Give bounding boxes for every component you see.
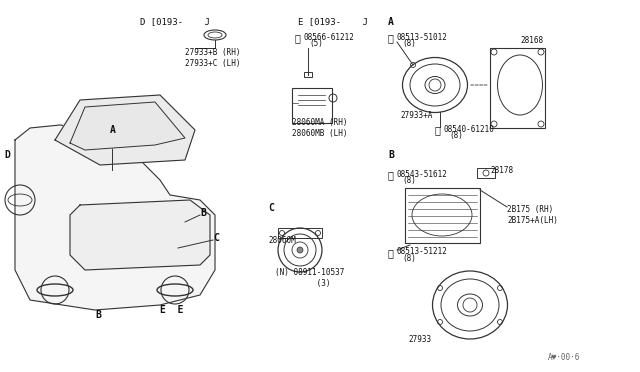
Text: (8): (8)	[402, 176, 416, 185]
Text: B: B	[95, 310, 101, 320]
Text: A: A	[110, 125, 116, 135]
Bar	[405, 188, 480, 243]
Text: 08543-51612: 08543-51612	[397, 170, 448, 179]
Text: B: B	[388, 150, 394, 160]
Text: 27933+B (RH)
27933+C (LH): 27933+B (RH) 27933+C (LH)	[185, 48, 241, 68]
Bar	[304, 72, 312, 77]
Text: 2B175 (RH)
2B175+A(LH): 2B175 (RH) 2B175+A(LH)	[507, 205, 558, 225]
Text: (8): (8)	[402, 253, 416, 263]
Polygon shape	[70, 200, 210, 270]
Text: (5): (5)	[309, 38, 323, 48]
Text: Ⓢ: Ⓢ	[295, 33, 301, 43]
Polygon shape	[55, 95, 195, 165]
Polygon shape	[15, 125, 215, 310]
Text: D [0193-    J: D [0193- J	[140, 17, 210, 26]
Text: Ⓢ: Ⓢ	[435, 125, 441, 135]
Circle shape	[297, 247, 303, 253]
Text: 28178: 28178	[490, 166, 513, 174]
Text: E [0193-    J: E [0193- J	[298, 17, 368, 26]
Text: Ⓢ: Ⓢ	[388, 33, 394, 43]
Text: 08513-51012: 08513-51012	[397, 32, 448, 42]
Text: (8): (8)	[449, 131, 463, 140]
Bar	[477, 168, 495, 178]
Text: (N) 08911-10537
         (3): (N) 08911-10537 (3)	[275, 268, 344, 288]
Polygon shape	[70, 102, 185, 150]
Text: 08566-61212: 08566-61212	[304, 32, 355, 42]
Text: 08540-61210: 08540-61210	[444, 125, 495, 134]
Bar	[490, 48, 545, 128]
Text: A: A	[388, 17, 394, 27]
Bar	[278, 228, 322, 238]
Text: 27933+A: 27933+A	[400, 110, 433, 119]
Bar	[292, 88, 332, 123]
Text: 28060M: 28060M	[268, 235, 296, 244]
Text: E  E: E E	[160, 305, 184, 315]
Text: Ⓢ: Ⓢ	[388, 170, 394, 180]
Text: 27933: 27933	[408, 336, 431, 344]
Text: B: B	[200, 208, 206, 218]
Text: C: C	[213, 233, 219, 243]
Text: 28168: 28168	[520, 35, 543, 45]
Text: 28060MA (RH)
28060MB (LH): 28060MA (RH) 28060MB (LH)	[292, 118, 348, 138]
Text: (8): (8)	[402, 38, 416, 48]
Text: D: D	[4, 150, 10, 160]
Text: Ⓢ: Ⓢ	[388, 248, 394, 258]
Text: 08513-51212: 08513-51212	[397, 247, 448, 257]
Text: A♥·00·6: A♥·00·6	[548, 353, 580, 362]
Text: C: C	[268, 203, 274, 213]
